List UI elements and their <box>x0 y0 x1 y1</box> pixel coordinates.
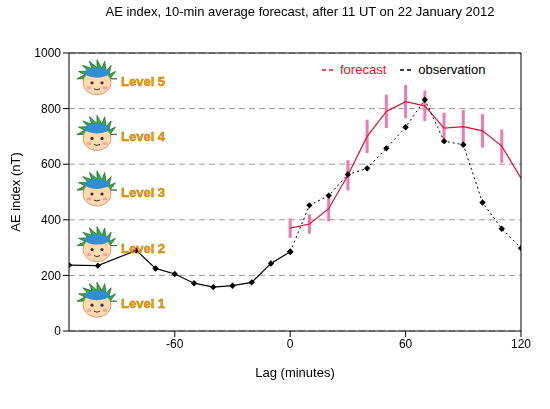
svg-text:Level 3: Level 3 <box>121 185 165 200</box>
svg-text:400: 400 <box>41 213 61 227</box>
svg-text:600: 600 <box>41 157 61 171</box>
svg-text:-60: -60 <box>166 337 184 351</box>
svg-text:AE index (nT): AE index (nT) <box>8 152 23 231</box>
svg-text:Level 2: Level 2 <box>121 241 165 256</box>
svg-text:1000: 1000 <box>34 46 61 60</box>
html-text:AE index, 10-min average forec: AE index, 10-min average forecast, after… <box>105 4 495 19</box>
svg-text:Lag (minutes): Lag (minutes) <box>255 365 334 380</box>
svg-text:60: 60 <box>399 337 413 351</box>
svg-text:Level 5: Level 5 <box>121 74 165 89</box>
svg-text:Level 4: Level 4 <box>121 129 166 144</box>
svg-text:800: 800 <box>41 102 61 116</box>
svg-text:Level 1: Level 1 <box>121 296 165 311</box>
svg-text:120: 120 <box>511 337 531 351</box>
html-text:observation: observation <box>418 62 486 77</box>
svg-text:200: 200 <box>41 269 61 283</box>
svg-text:0: 0 <box>54 324 61 338</box>
html-text:forecast: forecast <box>340 62 387 77</box>
svg-text:0: 0 <box>287 337 294 351</box>
